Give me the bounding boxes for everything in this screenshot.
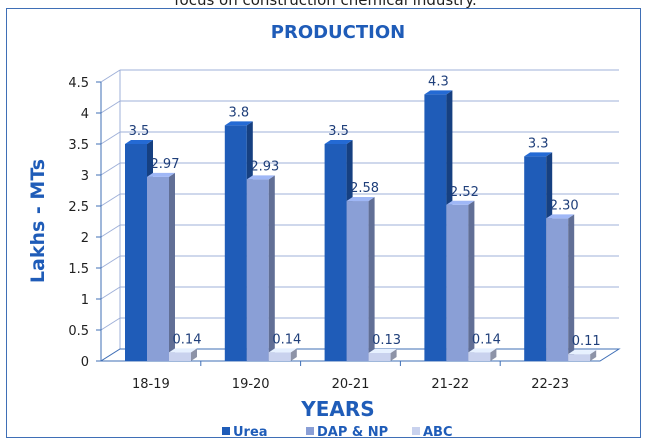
x-axis-label: YEARS (300, 397, 374, 421)
bar-side (390, 348, 397, 361)
bar-side (568, 214, 575, 361)
bar-urea-front (524, 156, 547, 361)
data-label: 0.14 (472, 332, 501, 347)
x-tick-label: 20-21 (332, 377, 370, 392)
bar-side (468, 200, 475, 361)
gridline-depth (100, 224, 121, 238)
x-tick-label: 19-20 (232, 377, 270, 392)
data-label: 2.52 (450, 185, 479, 200)
chart-title: PRODUCTION (271, 22, 405, 43)
y-tick-label: 4 (81, 107, 89, 122)
bar-abc-front (568, 354, 591, 361)
bar-dap-np-front (346, 201, 369, 361)
data-label: 0.11 (572, 334, 601, 349)
legend-label: DAP & NP (317, 425, 388, 440)
gridline-depth (100, 255, 121, 269)
gridline-depth (100, 286, 121, 300)
bar-dap-np-front (446, 204, 469, 361)
bar-top (324, 140, 353, 144)
bar-dap-np-front (246, 179, 269, 361)
bar-abc-front (368, 352, 391, 361)
gridline-depth (100, 131, 121, 145)
bar-abc-front (468, 352, 491, 361)
gridline-depth (100, 100, 121, 114)
y-tick-label: 1.5 (68, 262, 89, 277)
bar-top (224, 121, 253, 126)
y-tick-label: 3.5 (68, 138, 89, 153)
data-label: 2.93 (250, 159, 279, 174)
bar-top (468, 348, 497, 353)
bar-side (590, 350, 597, 361)
legend-swatch (412, 427, 420, 435)
data-label: 0.14 (173, 332, 202, 347)
bar-urea-front (324, 144, 347, 361)
x-tick-label: 18-19 (132, 377, 170, 392)
bar-top (368, 348, 397, 353)
bar-side (191, 348, 197, 361)
bar-top (446, 200, 475, 205)
data-label: 2.97 (151, 157, 180, 172)
bar-dap-np-front (546, 218, 569, 361)
bar-top (346, 197, 375, 202)
y-tick-label: 0 (81, 355, 89, 370)
bar-top (524, 152, 553, 157)
bar-side (490, 348, 497, 361)
x-tick-label: 22-23 (531, 377, 569, 392)
y-tick-label: 0.5 (68, 324, 89, 339)
bar-side (368, 197, 375, 361)
legend-label: Urea (233, 425, 268, 440)
legend-swatch (222, 427, 230, 435)
gridline-depth (100, 317, 121, 331)
legend-label: ABC (423, 425, 453, 440)
bar-top (147, 172, 175, 177)
data-label: 3.5 (328, 124, 349, 139)
data-label: 3.5 (129, 124, 150, 139)
bar-top (424, 90, 453, 95)
bar-side (169, 172, 175, 361)
bar-top (546, 214, 575, 219)
gridline-depth (100, 193, 121, 207)
y-tick-label: 1 (81, 293, 89, 308)
bar-dap-np-front (147, 176, 169, 361)
legend-swatch (306, 427, 314, 435)
data-label: 0.13 (372, 333, 401, 348)
x-tick-label: 21-22 (431, 377, 469, 392)
data-label: 2.58 (350, 181, 379, 196)
gridline-depth (100, 162, 121, 176)
bar-side (290, 348, 297, 361)
bar-urea-front (224, 125, 247, 362)
data-label: 2.30 (550, 198, 579, 213)
y-tick-label: 4.5 (68, 76, 89, 91)
y-axis-label: Lakhs - MTs (27, 159, 49, 283)
bar-urea-front (125, 144, 147, 361)
bar-side (268, 175, 275, 361)
data-label: 3.8 (228, 105, 249, 120)
y-tick-label: 2.5 (68, 200, 89, 215)
bar-top (169, 348, 197, 353)
data-label: 0.14 (272, 332, 301, 347)
bar-top (246, 175, 275, 180)
bar-urea-front (424, 94, 447, 362)
bar-top (568, 350, 597, 355)
data-label: 3.3 (528, 136, 549, 151)
bar-top (125, 140, 153, 144)
top-caption: focus on construction chemical industry. (174, 0, 477, 9)
gridline-depth (100, 69, 121, 83)
bar-abc-front (169, 352, 191, 361)
bar-top (268, 348, 297, 353)
data-label: 4.3 (428, 74, 449, 89)
bar-abc-front (268, 352, 291, 361)
y-tick-label: 2 (81, 231, 89, 246)
y-tick-label: 3 (81, 169, 89, 184)
